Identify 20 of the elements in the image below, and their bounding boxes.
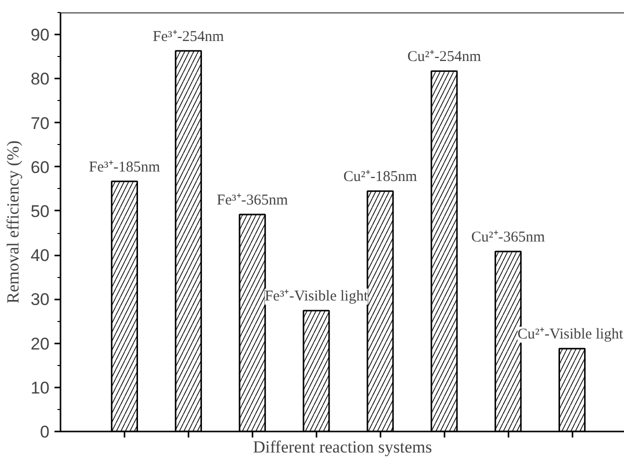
y-tick-label: 30 (30, 290, 50, 310)
x-axis-title: Different reaction systems (252, 438, 432, 456)
annotation: Fe³⁺-Visible light (264, 288, 369, 305)
y-tick-label: 10 (30, 378, 50, 398)
y-tick-label: 0 (40, 422, 50, 442)
annotation: Fe³⁺-185nm (88, 159, 160, 176)
annotation: Fe³⁺-365nm (216, 192, 288, 208)
annotation: Cu²⁺-185nm (343, 169, 418, 186)
annotation: Cu²⁺-365nm (471, 230, 546, 246)
y-tick-label: 80 (30, 70, 50, 89)
annotation: Cu²⁺-Visible light (518, 326, 624, 343)
y-tick-label: 90 (30, 26, 50, 45)
y-tick-label: 50 (30, 202, 50, 221)
annotation: Cu²⁺-254nm (407, 49, 482, 66)
annotation: Fe³⁺-254nm (152, 28, 224, 45)
y-tick-label: 70 (30, 114, 50, 133)
y-tick-label: 20 (30, 334, 50, 354)
y-axis-title: Removal efficiency (%) (4, 140, 23, 304)
y-tick-label: 60 (30, 158, 50, 177)
y-tick-label: 40 (30, 246, 50, 266)
